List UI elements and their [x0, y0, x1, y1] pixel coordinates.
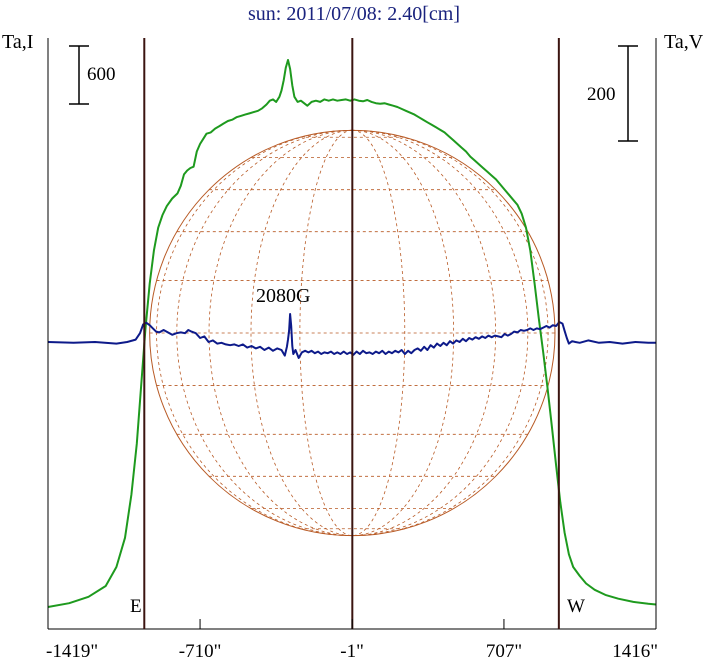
right-axis-label: Ta,V [664, 31, 704, 53]
right-scale-label: 200 [587, 84, 616, 105]
left-axis-label: Ta,I [2, 31, 33, 53]
longitude-line [176, 129, 353, 537]
x-tick-label: -1" [340, 641, 364, 662]
x-tick-label: 1416" [612, 641, 658, 662]
series-line-I [47, 59, 657, 608]
longitude-line [299, 129, 353, 537]
longitude-line [208, 129, 353, 537]
longitude-line [156, 129, 353, 537]
west-limb-label: W [567, 596, 585, 617]
x-tick-label: -710" [179, 641, 222, 662]
longitude-line [352, 129, 455, 537]
left-scale-label: 600 [87, 64, 116, 85]
chart-title: sun: 2011/07/08: 2.40[cm] [248, 3, 460, 25]
longitude-line [352, 129, 406, 537]
longitude-line [352, 129, 497, 537]
series-layer [47, 59, 657, 608]
east-limb-label: E [130, 596, 142, 617]
x-tick-label: -1419" [46, 641, 98, 662]
x-ticks: -1419" -710" -1" 707" 1416" [46, 619, 658, 662]
longitude-line [352, 129, 549, 537]
series-line-V [47, 313, 656, 359]
longitude-line [352, 129, 529, 537]
longitude-line [250, 129, 353, 537]
annotation-2080g: 2080G [256, 285, 310, 307]
x-tick-label: 707" [486, 641, 522, 662]
